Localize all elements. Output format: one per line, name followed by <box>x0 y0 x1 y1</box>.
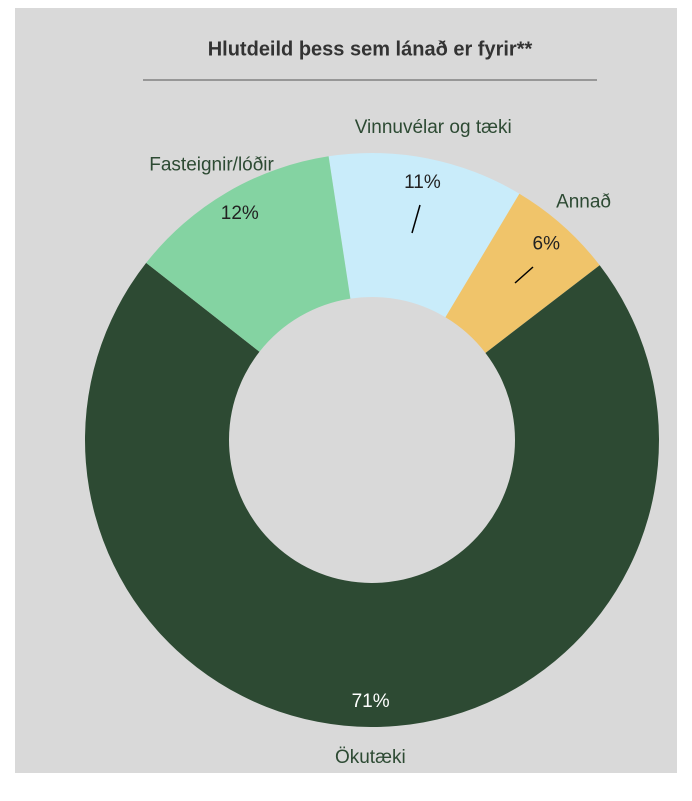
donut-segment <box>445 193 600 353</box>
leader-line <box>514 266 534 284</box>
category-label: Annað <box>556 192 611 213</box>
value-label: 11% <box>404 172 441 193</box>
category-label: Ökutæki <box>335 747 406 768</box>
donut-segment <box>328 153 520 318</box>
donut <box>84 153 659 728</box>
chart-title: Hlutdeild þess sem lánað er fyrir** <box>208 38 533 60</box>
category-label: Vinnuvélar og tæki <box>355 117 512 138</box>
value-label: 6% <box>533 233 561 254</box>
donut-segment <box>146 156 351 352</box>
value-label: 71% <box>352 691 390 712</box>
donut-segment <box>84 262 659 728</box>
leader-line <box>411 204 421 234</box>
value-label: 12% <box>221 203 259 224</box>
category-label: Fasteignir/lóðir <box>149 154 274 175</box>
